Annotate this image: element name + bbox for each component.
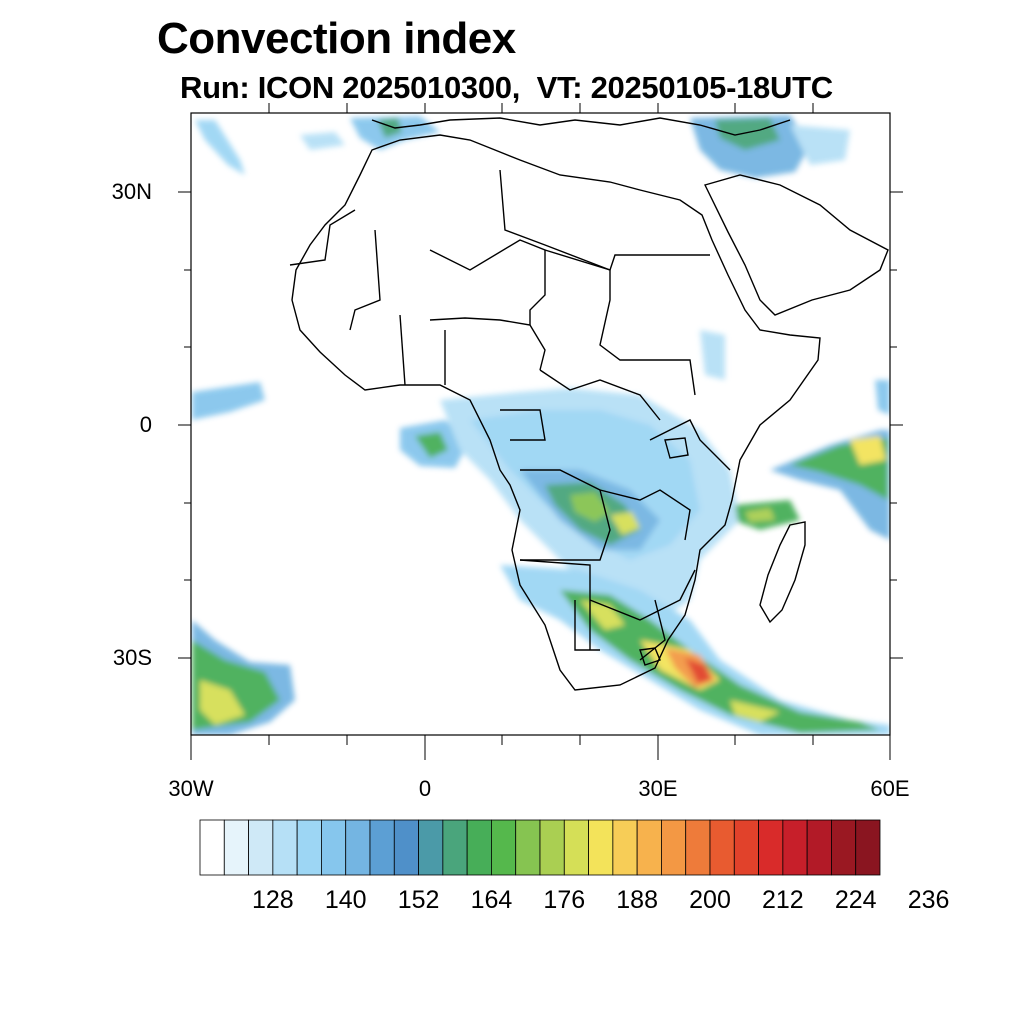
colorbar-box — [758, 819, 784, 876]
colorbar — [199, 819, 881, 876]
border-6 — [429, 317, 546, 371]
colorbar-label: 200 — [689, 886, 731, 914]
border-7 — [399, 314, 406, 386]
lon-label-0: 0 — [418, 776, 432, 801]
madagascar — [759, 521, 806, 624]
lesotho — [639, 647, 661, 666]
shade-s-africa-yellow — [580, 600, 625, 630]
colorbar-box — [733, 819, 759, 876]
shade-southern-africa — [500, 565, 890, 735]
shade-north-africa-coast — [300, 132, 345, 150]
border-10 — [500, 409, 546, 441]
border-16 — [649, 419, 731, 471]
colorbar-label: 176 — [543, 886, 586, 914]
lon-label-30e: 30E — [638, 776, 678, 801]
colorbar-box — [345, 819, 371, 876]
shade-sahel-east — [700, 330, 725, 380]
colorbar-box — [199, 819, 225, 876]
colorbar-label: 164 — [470, 886, 513, 914]
colorbar-box — [588, 819, 614, 876]
map-frame — [190, 112, 891, 736]
colorbar-box — [709, 819, 735, 876]
colorbar-box — [491, 819, 517, 876]
lat-label-30n: 30N — [111, 179, 152, 204]
shade-med-green — [378, 118, 402, 138]
colorbar-box — [321, 819, 347, 876]
colorbar-box — [661, 819, 687, 876]
border-11 — [520, 469, 611, 561]
lat-label-0: 0 — [139, 412, 152, 437]
border-4 — [499, 169, 710, 271]
colorbar-label: 212 — [761, 886, 804, 914]
colorbar-box — [515, 819, 541, 876]
colorbar-box — [466, 819, 492, 876]
shade-s-ocean-yellow — [730, 700, 780, 722]
colorbar-box — [636, 819, 662, 876]
colorbar-box — [223, 819, 249, 876]
colorbar-label: 224 — [834, 886, 877, 914]
colorbar-box — [563, 819, 589, 876]
lon-label-30w: 30W — [168, 776, 214, 801]
border-3 — [429, 239, 546, 325]
colorbar-label: 188 — [616, 886, 658, 914]
border-2 — [349, 229, 381, 331]
border-14 — [589, 569, 696, 621]
shade-middle-east — [790, 125, 850, 165]
colorbar-box — [855, 819, 881, 876]
colorbar-box — [393, 819, 419, 876]
lake-victoria — [664, 437, 689, 459]
arabian-peninsula — [704, 174, 889, 316]
colorbar-box — [418, 819, 444, 876]
colorbar-box — [806, 819, 832, 876]
border-17 — [639, 599, 666, 661]
colorbar-box — [539, 819, 565, 876]
shade-moz-channel-core — [745, 508, 775, 522]
colorbar-label: 140 — [324, 886, 367, 914]
border-1 — [289, 209, 356, 266]
lon-label-60e: 60E — [870, 776, 910, 801]
border-15 — [574, 600, 600, 651]
border-9 — [539, 369, 661, 421]
colorbar-box — [442, 819, 468, 876]
coastlines — [289, 117, 889, 691]
shade-congo-core — [570, 492, 610, 522]
axis-ticks — [178, 103, 903, 760]
colorbar-box — [272, 819, 298, 876]
colorbar-box — [248, 819, 274, 876]
shade-s-africa-red — [685, 658, 712, 684]
border-12 — [599, 489, 691, 541]
shade-nw-atlantic — [195, 120, 245, 175]
shade-indian-ocean-yellow — [850, 436, 886, 465]
chart-subtitle: Run: ICON 2025010300, VT: 20250105-18UTC — [180, 70, 833, 105]
lat-label-30s: 30S — [112, 645, 152, 670]
border-13 — [519, 559, 591, 650]
convection-field — [192, 115, 890, 735]
colorbar-box — [782, 819, 808, 876]
colorbar-box — [369, 819, 395, 876]
colorbar-box — [296, 819, 322, 876]
colorbar-label: 128 — [251, 886, 294, 914]
colorbar-box — [831, 819, 857, 876]
shade-east-edge — [875, 380, 890, 415]
shade-sw-atlantic-yellow — [200, 680, 245, 725]
africa-coastline — [291, 134, 821, 691]
border-5 — [544, 249, 696, 396]
colorbar-box — [685, 819, 711, 876]
mediterranean-north — [371, 117, 791, 136]
colorbar-label: 152 — [397, 886, 440, 914]
shade-s-africa-green — [560, 590, 880, 733]
shade-atlantic-band — [192, 382, 265, 420]
shade-eq-atlantic-core — [415, 432, 448, 458]
colorbar-box — [612, 819, 638, 876]
colorbar-label: 236 — [907, 886, 950, 914]
chart-title: Convection index — [157, 14, 516, 63]
shade-east-med-green — [715, 118, 780, 150]
shade-zambia-core — [610, 512, 640, 535]
